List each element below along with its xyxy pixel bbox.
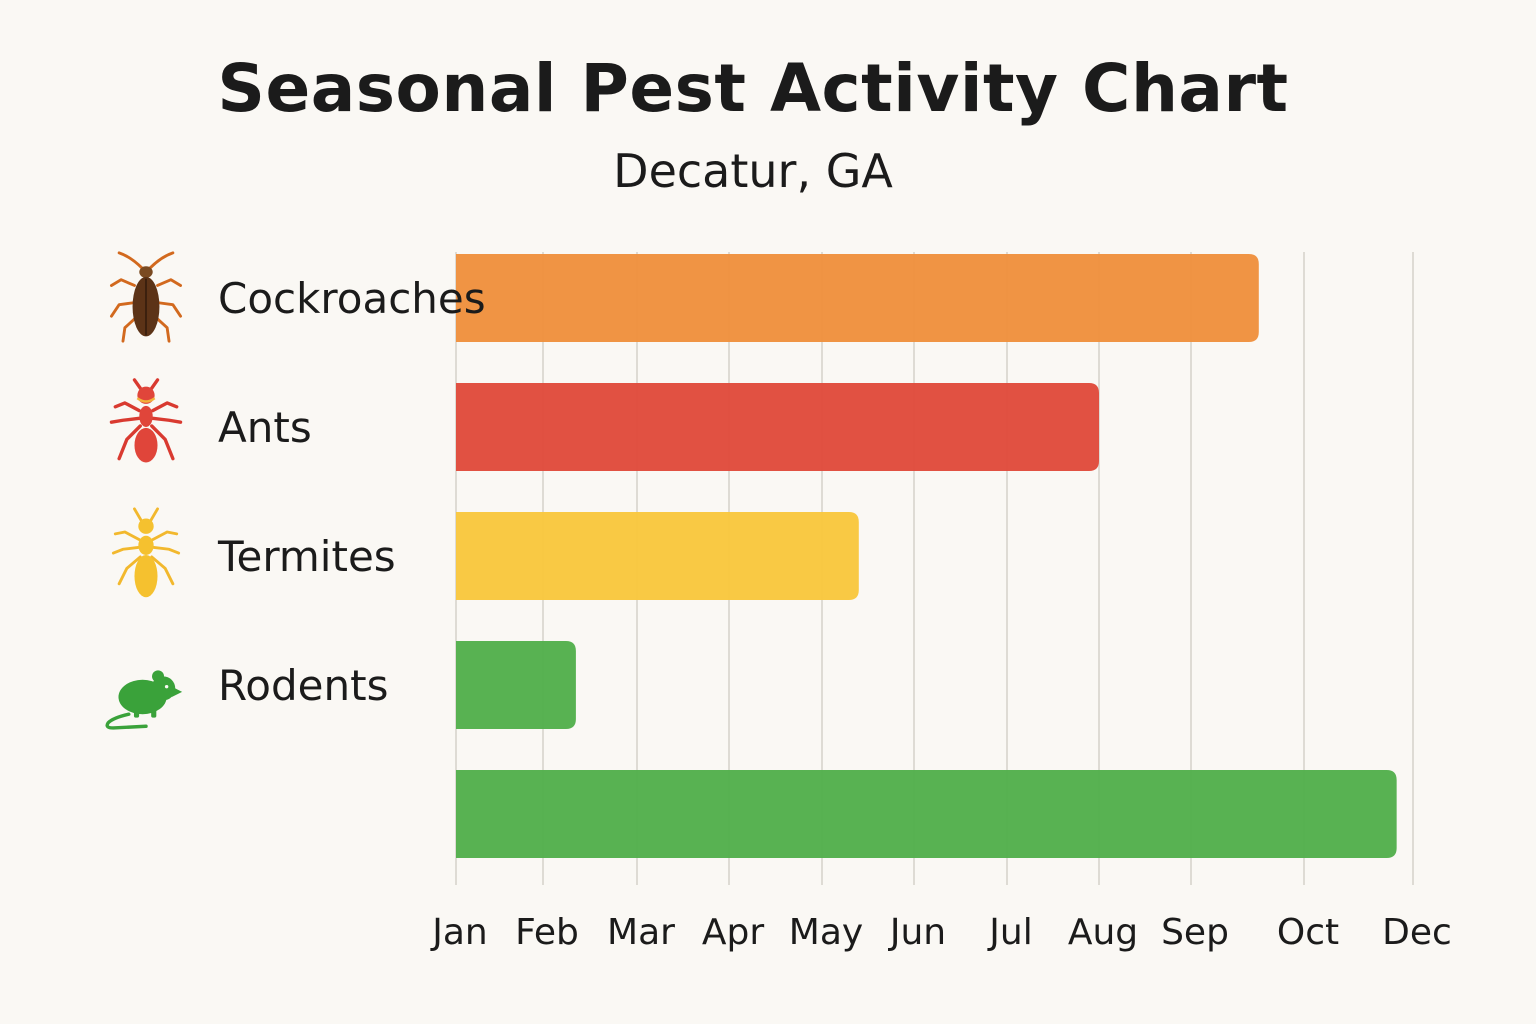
rodent-icon [105, 668, 184, 730]
x-tick-label-apr: Apr [702, 912, 764, 953]
x-tick-label-jul: Jul [987, 912, 1032, 953]
cockroach-icon [109, 251, 183, 343]
x-tick-label-dec: Dec [1382, 912, 1452, 953]
x-tick-label-jan: Jan [430, 912, 488, 953]
chart-subtitle: Decatur, GA [613, 144, 893, 198]
x-tick-label-mar: Mar [607, 912, 675, 953]
x-tick-label-jun: Jun [888, 912, 946, 953]
bar-unlabeled [456, 770, 1397, 858]
bar-cockroaches [456, 254, 1259, 342]
row-label-termites: Termites [217, 532, 396, 581]
bar-layer [456, 254, 1397, 858]
termite-icon [111, 507, 181, 599]
x-tick-label-may: May [789, 912, 863, 953]
x-tick-label-aug: Aug [1068, 912, 1138, 953]
bar-rodents [456, 641, 576, 729]
bar-ants [456, 383, 1099, 471]
bar-termites [456, 512, 859, 600]
ant-icon [109, 378, 183, 465]
row-label-cockroaches: Cockroaches [218, 274, 486, 323]
row-label-layer: Cockroaches Ants Termites Rodents [105, 251, 486, 730]
x-tick-label-oct: Oct [1277, 912, 1339, 953]
row-label-ants: Ants [218, 403, 312, 452]
row-label-rodents: Rodents [218, 661, 388, 710]
chart-title: Seasonal Pest Activity Chart [217, 50, 1289, 127]
tick-layer: Jan Feb Mar Apr May Jun Jul Aug Sep Oct Dec [430, 912, 1452, 953]
x-tick-label-sep: Sep [1161, 912, 1229, 953]
x-tick-label-feb: Feb [515, 912, 579, 953]
